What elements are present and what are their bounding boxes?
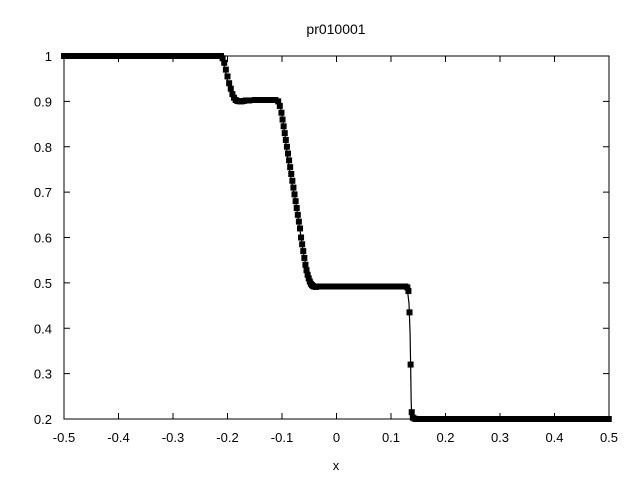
data-point [301, 254, 308, 261]
data-point [300, 248, 307, 255]
data-point [227, 85, 234, 92]
data-point [406, 309, 413, 316]
x-tick-label: 0.4 [545, 430, 563, 445]
data-point [282, 136, 289, 143]
y-tick-label: 0.5 [34, 276, 52, 291]
data-point [304, 271, 311, 278]
x-tick-label: 0.3 [491, 430, 509, 445]
x-tick-label: -0.3 [162, 430, 184, 445]
data-point [402, 283, 409, 290]
y-tick-label: 0.6 [34, 231, 52, 246]
data-point [293, 205, 300, 212]
data-point [291, 191, 298, 198]
data-point [292, 198, 299, 205]
data-point [303, 267, 310, 274]
data-point [294, 211, 301, 218]
data-point [219, 55, 226, 62]
data-point [288, 170, 295, 177]
data-point [229, 91, 236, 98]
data-point [278, 109, 285, 116]
data-point [280, 123, 287, 130]
data-point [257, 97, 264, 104]
data-point [283, 143, 290, 150]
data-point [279, 116, 286, 123]
data-point [262, 97, 269, 104]
data-point [407, 361, 414, 368]
data-point [289, 177, 296, 184]
data-point [222, 66, 229, 73]
chart-title: pr010001 [306, 21, 365, 37]
data-point [243, 97, 250, 104]
y-tick-label: 0.2 [34, 412, 52, 427]
x-tick-label: -0.1 [271, 430, 293, 445]
data-point [246, 97, 253, 104]
data-point [286, 157, 293, 164]
data-point [281, 130, 288, 137]
data-point [298, 234, 305, 241]
data-point [224, 73, 231, 80]
data-point [299, 241, 306, 248]
data-point [296, 225, 303, 232]
data-point [287, 164, 294, 171]
data-point [276, 102, 283, 109]
data-point [290, 184, 297, 191]
data-point [285, 150, 291, 157]
data-point [305, 275, 312, 282]
data-point [408, 409, 415, 416]
data-point [268, 97, 275, 104]
y-tick-label: 0.7 [34, 185, 52, 200]
x-tick-label: 0 [333, 430, 340, 445]
data-point [405, 288, 412, 295]
y-tick-label: 0.8 [34, 140, 52, 155]
data-point [302, 261, 309, 268]
y-tick-label: 0.3 [34, 367, 52, 382]
y-tick-label: 1 [45, 49, 52, 64]
data-point [226, 80, 233, 87]
data-point [295, 218, 302, 225]
y-tick-label: 0.9 [34, 94, 52, 109]
data-point [251, 97, 258, 104]
data-point [275, 98, 282, 105]
x-axis-label: x [333, 458, 340, 473]
x-tick-label: -0.4 [107, 430, 129, 445]
x-axis: -0.5 -0.4 -0.3 -0.2 -0.1 0 0.1 0.2 0.3 0.4 0.5 [53, 56, 618, 445]
x-tick-label: -0.5 [53, 430, 75, 445]
y-tick-label: 0.4 [34, 321, 52, 336]
x-tick-label: 0.1 [382, 430, 400, 445]
x-tick-label: -0.2 [216, 430, 238, 445]
x-tick-label: 0.5 [600, 430, 618, 445]
x-tick-label: 0.2 [436, 430, 454, 445]
data-point [221, 59, 228, 66]
y-axis: 0.2 0.3 0.4 0.5 0.6 0.7 0.8 0.9 1 [34, 49, 609, 427]
